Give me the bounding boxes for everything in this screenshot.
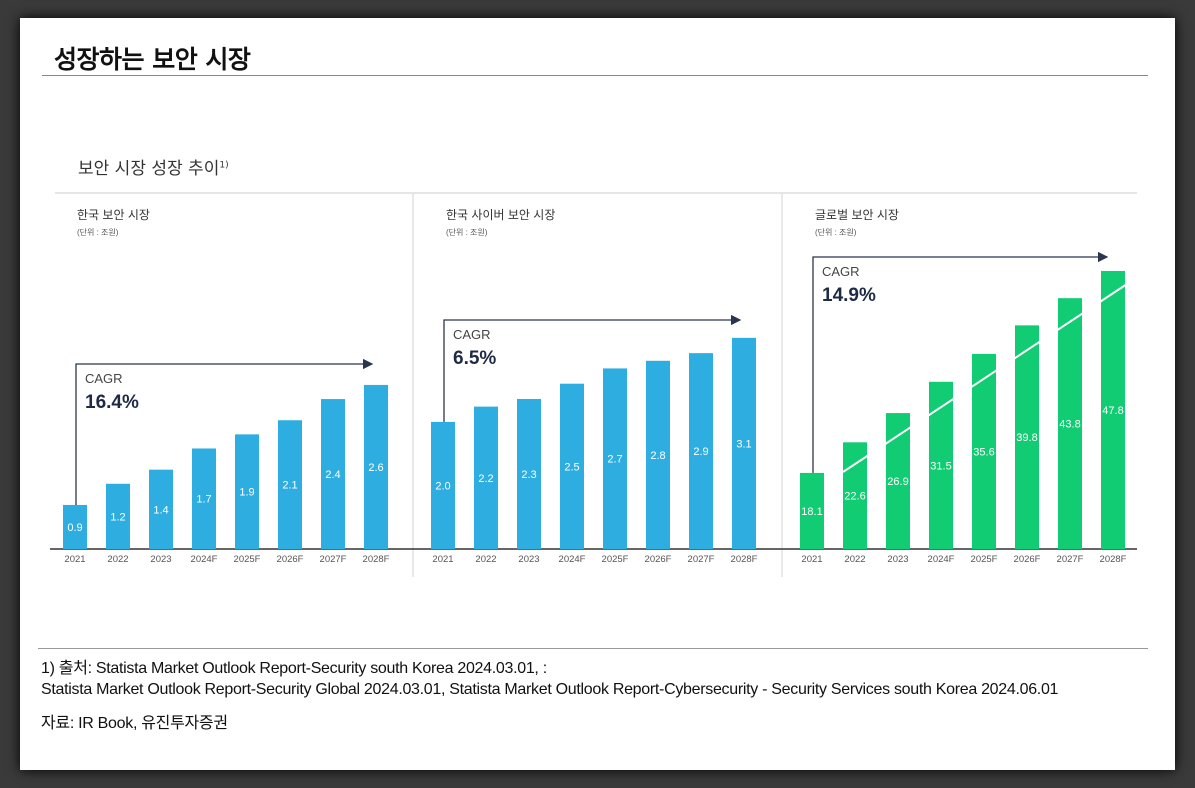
x-tick-label: 2025F bbox=[971, 554, 998, 565]
cagr-label: CAGR bbox=[453, 327, 491, 342]
panel-title: 글로벌 보안 시장 bbox=[815, 208, 899, 222]
panel-title: 한국 보안 시장 bbox=[77, 208, 150, 222]
trend-line bbox=[842, 283, 1128, 473]
x-tick-label: 2025F bbox=[602, 554, 629, 565]
bar bbox=[364, 384, 388, 549]
cagr-value: 14.9% bbox=[822, 285, 876, 306]
bar bbox=[321, 399, 345, 549]
bar bbox=[278, 420, 302, 549]
bar-value-label: 2.0 bbox=[435, 480, 450, 492]
bar bbox=[560, 383, 584, 549]
bar-value-label: 1.7 bbox=[196, 494, 211, 506]
bar-value-label: 2.6 bbox=[368, 462, 383, 474]
cagr-arrow bbox=[75, 358, 374, 505]
bar-value-label: 18.1 bbox=[801, 506, 822, 518]
bar bbox=[732, 337, 756, 549]
footnote-3: 자료: IR Book, 유진투자증권 bbox=[41, 715, 228, 732]
bar-value-label: 2.5 bbox=[564, 461, 579, 473]
x-tick-label: 2023 bbox=[518, 554, 539, 565]
x-tick-label: 2026F bbox=[1014, 554, 1041, 565]
x-tick-label: 2023 bbox=[887, 554, 908, 565]
subtitle-footnote-mark: 1) bbox=[219, 160, 229, 171]
bar-value-label: 2.9 bbox=[693, 446, 708, 458]
panel-title: 한국 사이버 보안 시장 bbox=[446, 208, 555, 222]
bar-value-label: 3.1 bbox=[736, 438, 751, 450]
bar bbox=[1015, 325, 1039, 549]
cagr-arrow bbox=[443, 314, 742, 422]
x-tick-label: 2027F bbox=[688, 554, 715, 565]
panel-unit: (단위 : 조원) bbox=[77, 227, 119, 237]
x-tick-label: 2027F bbox=[1057, 554, 1084, 565]
bar bbox=[517, 398, 541, 549]
bar bbox=[431, 421, 455, 549]
bar-value-label: 47.8 bbox=[1102, 405, 1123, 417]
bar bbox=[689, 353, 713, 549]
x-tick-label: 2024F bbox=[559, 554, 586, 565]
bar bbox=[192, 448, 216, 549]
x-tick-label: 2026F bbox=[645, 554, 672, 565]
footnote-divider bbox=[38, 648, 1148, 649]
panel-unit: (단위 : 조원) bbox=[446, 227, 488, 237]
bar-value-label: 2.3 bbox=[521, 469, 536, 481]
cagr-label: CAGR bbox=[822, 264, 860, 279]
bar-value-label: 1.4 bbox=[153, 504, 168, 516]
bar-value-label: 2.7 bbox=[607, 454, 622, 466]
bar bbox=[843, 442, 867, 549]
x-tick-label: 2024F bbox=[928, 554, 955, 565]
bar-value-label: 2.2 bbox=[478, 473, 493, 485]
page-title: 성장하는 보안 시장 bbox=[54, 45, 251, 74]
bar-value-label: 2.8 bbox=[650, 450, 665, 462]
x-tick-label: 2021 bbox=[64, 554, 85, 565]
bar-value-label: 22.6 bbox=[844, 491, 865, 503]
x-tick-label: 2024F bbox=[191, 554, 218, 565]
bar-value-label: 31.5 bbox=[930, 460, 951, 472]
bar bbox=[646, 360, 670, 549]
subtitle-text: 보안 시장 성장 추이 bbox=[78, 159, 220, 179]
bar-value-label: 26.9 bbox=[887, 476, 908, 488]
title-divider bbox=[42, 75, 1148, 76]
chart-section-title: 보안 시장 성장 추이1) bbox=[78, 154, 229, 179]
x-tick-label: 2028F bbox=[731, 554, 758, 565]
bar bbox=[972, 353, 996, 549]
bar bbox=[929, 381, 953, 549]
bar bbox=[603, 368, 627, 549]
x-tick-label: 2022 bbox=[107, 554, 128, 565]
x-tick-label: 2023 bbox=[150, 554, 171, 565]
panel-unit: (단위 : 조원) bbox=[815, 227, 857, 237]
bar-value-label: 1.9 bbox=[239, 487, 254, 499]
bar bbox=[63, 504, 87, 549]
bar-value-label: 2.4 bbox=[325, 469, 340, 481]
bar-value-label: 1.2 bbox=[110, 511, 125, 523]
bar bbox=[1101, 270, 1125, 549]
bar bbox=[149, 469, 173, 549]
x-tick-label: 2026F bbox=[277, 554, 304, 565]
bar bbox=[1058, 298, 1082, 549]
bar-value-label: 0.9 bbox=[67, 522, 82, 534]
x-tick-label: 2022 bbox=[475, 554, 496, 565]
bar bbox=[474, 406, 498, 549]
x-tick-label: 2027F bbox=[320, 554, 347, 565]
bar-value-label: 39.8 bbox=[1016, 432, 1037, 444]
x-tick-label: 2021 bbox=[432, 554, 453, 565]
bar-value-label: 35.6 bbox=[973, 446, 994, 458]
cagr-label: CAGR bbox=[85, 371, 123, 386]
bar bbox=[106, 483, 130, 549]
footnote-1: 1) 출처: Statista Market Outlook Report-Se… bbox=[41, 660, 547, 677]
x-tick-label: 2028F bbox=[1100, 554, 1127, 565]
bar-value-label: 2.1 bbox=[282, 480, 297, 492]
x-tick-label: 2022 bbox=[844, 554, 865, 565]
cagr-value: 6.5% bbox=[453, 348, 496, 369]
bar-value-label: 43.8 bbox=[1059, 419, 1080, 431]
x-tick-label: 2025F bbox=[234, 554, 261, 565]
bar bbox=[235, 434, 259, 549]
x-tick-label: 2028F bbox=[363, 554, 390, 565]
x-tick-label: 2021 bbox=[801, 554, 822, 565]
cagr-arrow bbox=[812, 251, 1109, 473]
footnote-2: Statista Market Outlook Report-Security … bbox=[41, 681, 1059, 698]
cagr-value: 16.4% bbox=[85, 392, 139, 413]
bar bbox=[800, 472, 824, 549]
